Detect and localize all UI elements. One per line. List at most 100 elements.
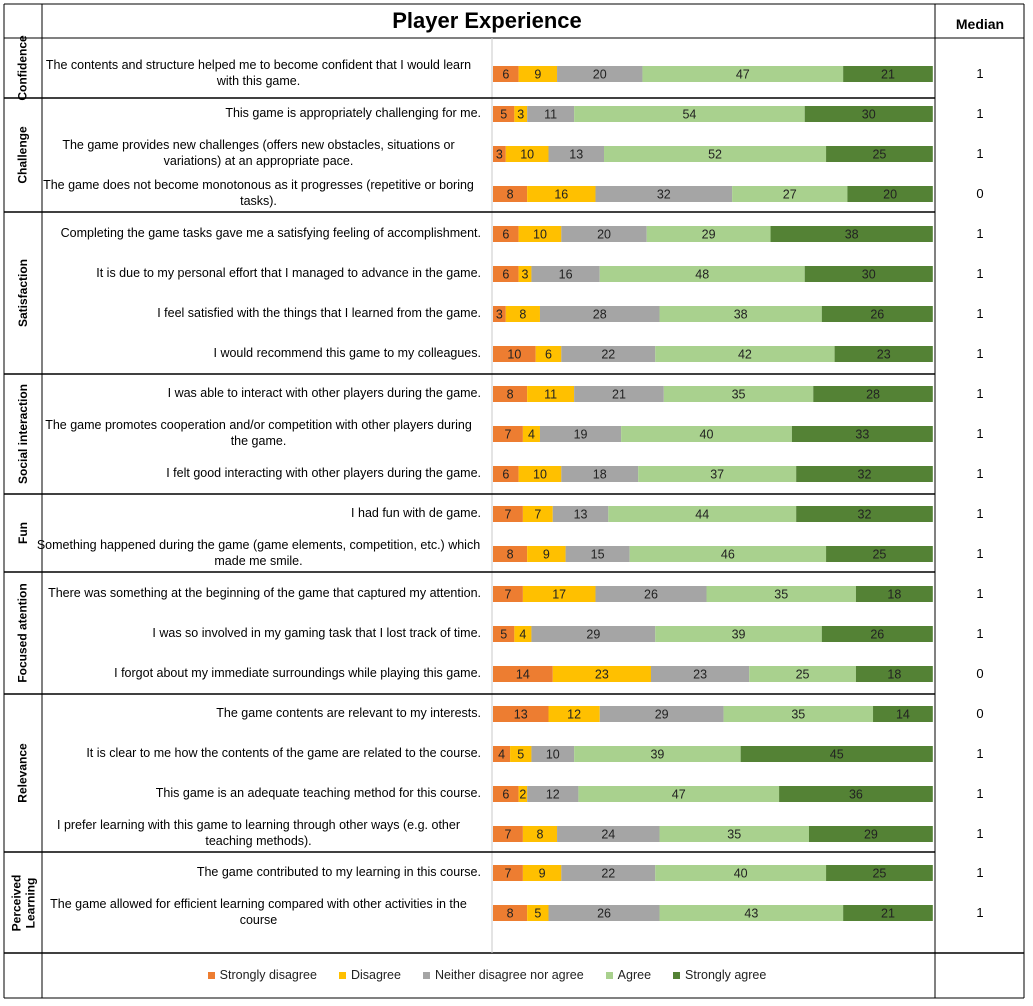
data-label: 2 (519, 788, 526, 802)
question-label: The game promotes cooperation and/or com… (36, 416, 481, 450)
bar-segment (826, 146, 933, 162)
data-label: 46 (721, 548, 735, 562)
data-label: 20 (593, 68, 607, 82)
bar-segment (561, 466, 639, 482)
data-label: 22 (601, 348, 615, 362)
data-label: 13 (574, 508, 588, 522)
data-label: 26 (870, 628, 884, 642)
question-text: The game does not become monotonous as i… (43, 178, 474, 208)
data-label: 5 (500, 628, 507, 642)
question-text: I felt good interacting with other playe… (166, 466, 481, 480)
data-label: 26 (870, 308, 884, 322)
data-label: 26 (644, 588, 658, 602)
data-label: 10 (533, 468, 547, 482)
median-value: 1 (976, 626, 984, 641)
data-label: 27 (783, 188, 797, 202)
data-label: 9 (534, 68, 541, 82)
median-value: 1 (976, 346, 984, 361)
question-label: There was something at the beginning of … (36, 576, 481, 610)
data-label: 10 (507, 348, 521, 362)
data-label: 25 (872, 148, 886, 162)
question-text: Something happened during the game (game… (36, 538, 481, 568)
bar-segment (791, 426, 933, 442)
median-header: Median (955, 16, 1005, 32)
bar-segment (493, 865, 523, 881)
bar-segment (522, 865, 562, 881)
bar-segment (493, 786, 519, 802)
data-label: 35 (774, 588, 788, 602)
data-label: 11 (544, 388, 557, 402)
legend-swatch (673, 971, 681, 979)
question-label: Completing the game tasks gave me a sati… (36, 216, 481, 250)
section-label: Satisfaction (6, 212, 40, 374)
bar-segment (493, 905, 528, 921)
data-label: 54 (682, 108, 696, 122)
data-label: 10 (546, 748, 560, 762)
question-text: The game contents are relevant to my int… (216, 706, 481, 720)
bar-segment (493, 346, 536, 362)
question-label: This game is an adequate teaching method… (36, 776, 481, 810)
bar-segment (821, 306, 933, 322)
bar-segment (847, 186, 933, 202)
data-label: 9 (543, 548, 550, 562)
data-label: 33 (855, 428, 869, 442)
question-text: I feel satisfied with the things that I … (157, 306, 481, 320)
data-label: 12 (546, 788, 560, 802)
median-value: 1 (976, 386, 984, 401)
bar-segment (493, 746, 511, 762)
data-label: 5 (500, 108, 507, 122)
data-label: 17 (552, 588, 566, 602)
bar-segment (578, 786, 780, 802)
bar-segment (514, 106, 528, 122)
question-label: I prefer learning with this game to lear… (36, 816, 481, 850)
bar-segment (804, 106, 933, 122)
data-label: 45 (830, 748, 844, 762)
median-value: 1 (976, 905, 984, 920)
bar-segment (531, 266, 600, 282)
bar-segment (527, 786, 579, 802)
bar-segment (826, 546, 933, 562)
legend-swatch (338, 971, 346, 979)
data-label: 38 (845, 228, 859, 242)
section-label-text: Relevance (16, 743, 30, 803)
median-value: 1 (976, 746, 984, 761)
data-label: 21 (881, 68, 895, 82)
bar-segment (740, 746, 933, 762)
data-label: 3 (522, 268, 529, 282)
bar-segment (522, 586, 596, 602)
bar-segment (493, 106, 515, 122)
median-value: 1 (976, 786, 984, 801)
bar-segment (574, 746, 741, 762)
bar-segment (629, 546, 827, 562)
data-label: 30 (862, 268, 876, 282)
section-label: Confidence (6, 35, 40, 100)
median-value: 1 (976, 226, 984, 241)
bar-segment (493, 266, 519, 282)
bar-segment (527, 905, 549, 921)
bar-segment (493, 666, 553, 682)
bar-segment (561, 226, 647, 242)
question-text: This game is an adequate teaching method… (155, 786, 481, 800)
question-text: The game contributed to my learning in t… (196, 865, 481, 879)
data-label: 7 (534, 508, 541, 522)
data-label: 18 (887, 668, 901, 682)
section-label-text: Perceived Learning (9, 874, 37, 931)
bar-segment (505, 306, 540, 322)
data-label: 13 (569, 148, 583, 162)
data-label: 15 (591, 548, 605, 562)
bar-segment (723, 706, 874, 722)
data-label: 10 (520, 148, 534, 162)
data-label: 28 (866, 388, 880, 402)
question-label: Something happened during the game (game… (36, 536, 481, 570)
bar-segment (843, 66, 933, 82)
question-text: It is due to my personal effort that I m… (96, 266, 481, 280)
median-value: 1 (976, 266, 984, 281)
legend-label: Agree (617, 968, 652, 982)
bar-segment (834, 346, 933, 362)
question-text: I forgot about my immediate surroundings… (114, 666, 481, 680)
data-label: 44 (695, 508, 709, 522)
median-value: 0 (976, 186, 984, 201)
bar-segment (518, 466, 562, 482)
data-label: 21 (881, 907, 895, 921)
